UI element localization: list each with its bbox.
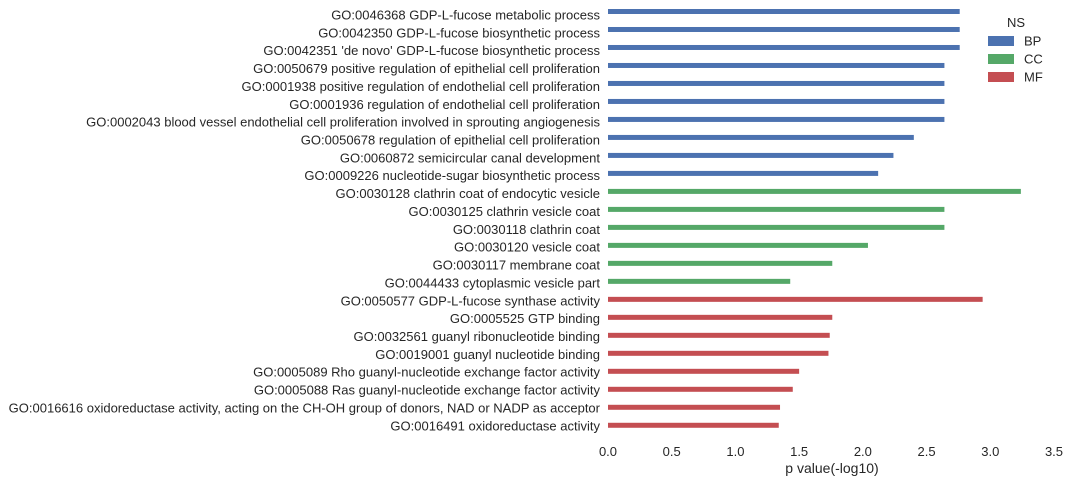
y-axis-labels: GO:0046368 GDP-L-fucose metabolic proces… <box>9 8 601 434</box>
y-tick-label-6: GO:0002043 blood vessel endothelial cell… <box>86 115 600 130</box>
y-tick-label-19: GO:0019001 guanyl nucleotide binding <box>375 347 600 362</box>
bar-mf-19 <box>608 350 829 356</box>
legend: NS BP CC MF <box>988 15 1043 85</box>
y-tick-label-14: GO:0030117 membrane coat <box>433 258 601 273</box>
bar-bp-0 <box>608 9 960 14</box>
legend-label-mf: MF <box>1024 70 1043 85</box>
y-tick-label-10: GO:0030128 clathrin coat of endocytic ve… <box>336 186 600 201</box>
bar-mf-20 <box>608 368 800 374</box>
legend-swatch-mf <box>988 72 1014 82</box>
bar-cc-12 <box>608 224 945 230</box>
legend-label-cc: CC <box>1024 52 1043 67</box>
y-tick-label-7: GO:0050678 regulation of epithelial cell… <box>301 133 600 148</box>
legend-swatch-cc <box>988 54 1014 64</box>
y-tick-label-13: GO:0030120 vesicle coat <box>454 240 600 255</box>
y-tick-label-23: GO:0016491 oxidoreductase activity <box>390 418 600 433</box>
bars-layer <box>608 9 1021 428</box>
x-tick-label-0: 0.0 <box>599 444 617 459</box>
y-tick-label-11: GO:0030125 clathrin vesicle coat <box>409 204 601 219</box>
legend-label-bp: BP <box>1024 34 1041 49</box>
bar-mf-22 <box>608 404 781 410</box>
legend-swatch-bp <box>988 36 1014 46</box>
bar-cc-14 <box>608 260 833 266</box>
x-axis-label: p value(-log10) <box>785 460 878 476</box>
bar-bp-7 <box>608 134 914 140</box>
y-tick-label-18: GO:0032561 guanyl ribonucleotide binding <box>354 329 600 344</box>
y-tick-label-15: GO:0044433 cytoplasmic vesicle part <box>385 275 601 290</box>
y-tick-label-9: GO:0009226 nucleotide-sugar biosynthetic… <box>304 168 600 183</box>
bar-mf-16 <box>608 296 983 302</box>
x-tick-label-7: 3.5 <box>1045 444 1063 459</box>
x-tick-label-3: 1.5 <box>790 444 808 459</box>
y-tick-label-8: GO:0060872 semicircular canal developmen… <box>340 150 601 165</box>
bar-mf-23 <box>608 422 779 428</box>
y-tick-label-21: GO:0005088 Ras guanyl-nucleotide exchang… <box>254 383 601 398</box>
bar-bp-6 <box>608 116 945 122</box>
x-axis-ticks: 0.0 0.5 1.0 1.5 2.0 2.5 3.0 3.5 <box>599 444 1063 459</box>
bar-cc-11 <box>608 206 945 212</box>
x-tick-label-6: 3.0 <box>981 444 999 459</box>
legend-entries: BP CC MF <box>988 34 1043 85</box>
x-tick-label-4: 2.0 <box>854 444 872 459</box>
y-tick-label-4: GO:0001938 positive regulation of endoth… <box>242 79 600 94</box>
bar-bp-4 <box>608 80 945 86</box>
y-tick-label-17: GO:0005525 GTP binding <box>450 311 600 326</box>
y-tick-label-0: GO:0046368 GDP-L-fucose metabolic proces… <box>331 8 600 23</box>
bar-bp-5 <box>608 98 945 104</box>
bar-mf-18 <box>608 332 830 338</box>
bar-bp-2 <box>608 44 960 50</box>
bar-bp-1 <box>608 26 960 32</box>
x-tick-label-2: 1.0 <box>726 444 744 459</box>
bar-bp-8 <box>608 152 894 158</box>
bar-mf-17 <box>608 314 833 320</box>
y-tick-label-3: GO:0050679 positive regulation of epithe… <box>253 61 600 76</box>
bar-cc-15 <box>608 278 791 284</box>
y-tick-label-22: GO:0016616 oxidoreductase activity, acti… <box>9 400 601 415</box>
legend-title: NS <box>1007 15 1025 30</box>
y-tick-label-5: GO:0001936 regulation of endothelial cel… <box>289 97 600 112</box>
bar-mf-21 <box>608 386 793 392</box>
bar-cc-10 <box>608 188 1021 194</box>
bar-cc-13 <box>608 242 868 248</box>
bar-bp-9 <box>608 170 879 176</box>
x-tick-label-5: 2.5 <box>918 444 936 459</box>
y-tick-label-12: GO:0030118 clathrin coat <box>453 222 601 237</box>
y-tick-label-1: GO:0042350 GDP-L-fucose biosynthetic pro… <box>318 25 600 40</box>
y-tick-label-2: GO:0042351 'de novo' GDP-L-fucose biosyn… <box>263 43 600 58</box>
x-tick-label-1: 0.5 <box>663 444 681 459</box>
y-tick-label-16: GO:0050577 GDP-L-fucose synthase activit… <box>341 293 601 308</box>
bar-bp-3 <box>608 62 945 68</box>
y-tick-label-20: GO:0005089 Rho guanyl-nucleotide exchang… <box>253 365 600 380</box>
